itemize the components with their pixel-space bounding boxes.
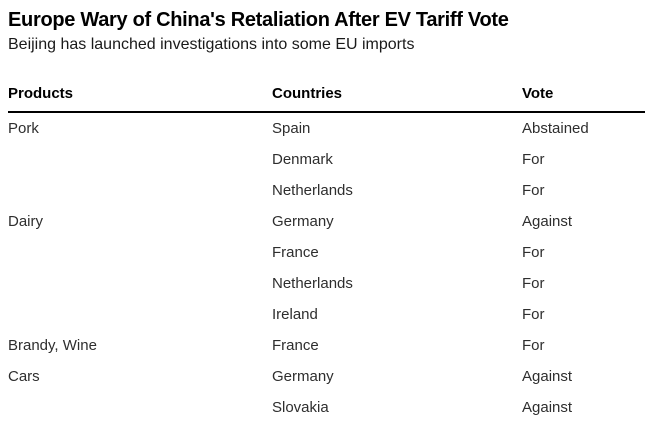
product-cell: Pork [8, 120, 39, 137]
vote-table: Products Countries Vote Pork Spain Abstain… [8, 85, 645, 423]
column-header-vote: Vote [522, 85, 554, 102]
table-row: Ireland For [8, 299, 645, 330]
vote-cell: For [522, 306, 545, 323]
table-row: Cars Germany Against [8, 361, 645, 392]
vote-cell: For [522, 275, 545, 292]
country-cell: Netherlands [272, 275, 353, 292]
country-cell: Slovakia [272, 399, 329, 416]
table-body: Pork Spain Abstained Denmark For Netherlands F… [8, 113, 645, 423]
vote-cell: Against [522, 368, 573, 385]
table-row: France For [8, 237, 645, 268]
table-row: Slovakia Against [8, 392, 645, 423]
product-cell: Dairy [8, 213, 44, 230]
table-row: Pork Spain Abstained [8, 113, 645, 144]
country-cell: France [272, 244, 319, 261]
vote-cell: Against [522, 399, 573, 416]
country-cell: Germany [272, 213, 334, 230]
vote-cell: For [522, 244, 545, 261]
table-row: Netherlands For [8, 268, 645, 299]
product-cell: Cars [8, 368, 40, 385]
country-cell: Netherlands [272, 182, 353, 199]
chart-subtitle: Beijing has launched investigations into… [8, 36, 415, 53]
column-header-products: Products [8, 85, 74, 102]
country-cell: Denmark [272, 151, 333, 168]
vote-cell: For [522, 337, 545, 354]
chart-title: Europe Wary of China's Retaliation After… [8, 9, 509, 31]
vote-cell: For [522, 182, 545, 199]
table-row: Brandy, Wine France For [8, 330, 645, 361]
country-cell: France [272, 337, 319, 354]
vote-cell: Abstained [522, 120, 589, 137]
vote-cell: For [522, 151, 545, 168]
vote-cell: Against [522, 213, 573, 230]
product-cell: Brandy, Wine [8, 337, 97, 354]
table-header-row: Products Countries Vote [8, 85, 645, 113]
table-row: Netherlands For [8, 175, 645, 206]
table-row: Dairy Germany Against [8, 206, 645, 237]
country-cell: Germany [272, 368, 334, 385]
table-row: Denmark For [8, 144, 645, 175]
country-cell: Ireland [272, 306, 318, 323]
column-header-countries: Countries [272, 85, 343, 102]
country-cell: Spain [272, 120, 311, 137]
